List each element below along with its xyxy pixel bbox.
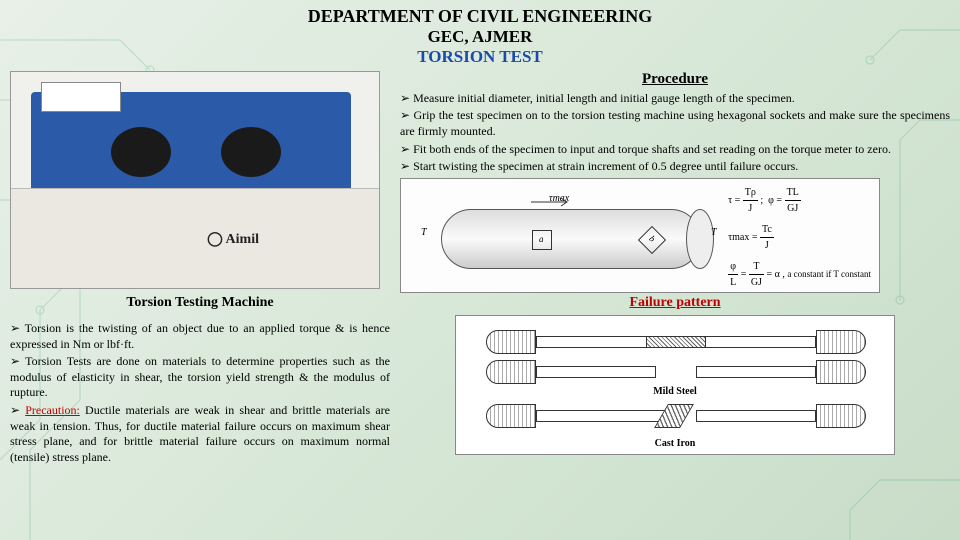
- right-column: Procedure Measure initial diameter, init…: [400, 71, 950, 467]
- procedure-step-2: Grip the test specimen on to the torsion…: [400, 107, 950, 139]
- college-name: GEC, AJMER: [0, 27, 960, 47]
- desc-item-2: Torsion Tests are done on materials to d…: [10, 354, 390, 401]
- procedure-heading: Procedure: [400, 71, 950, 88]
- machine-caption: Torsion Testing Machine: [10, 295, 390, 311]
- torsion-machine-photo: ◯ Aimil: [10, 71, 380, 289]
- department-title: DEPARTMENT OF CIVIL ENGINEERING: [0, 6, 960, 27]
- torsion-formulas: τ = TρJ ; φ = TLGJ τmax = TcJ φL = TGJ =…: [728, 185, 871, 290]
- procedure-step-4: Start twisting the specimen at strain in…: [400, 158, 950, 174]
- slide-header: DEPARTMENT OF CIVIL ENGINEERING GEC, AJM…: [0, 0, 960, 67]
- procedure-list: Measure initial diameter, initial length…: [400, 90, 950, 174]
- failure-pattern-diagram: Mild Steel Cast Iron: [455, 315, 895, 455]
- torsion-description-list: Torsion is the twisting of an object due…: [10, 321, 390, 465]
- precaution-label: Precaution:: [25, 403, 80, 417]
- desc-item-precaution: Precaution: Ductile materials are weak i…: [10, 403, 390, 465]
- mild-steel-specimen-broken: [486, 360, 866, 384]
- procedure-step-3: Fit both ends of the specimen to input a…: [400, 141, 950, 157]
- torsion-shaft-diagram: a b T T τmax τ = TρJ ; φ = TLGJ τmax = T…: [400, 178, 880, 293]
- procedure-step-1: Measure initial diameter, initial length…: [400, 90, 950, 106]
- torque-left-label: T: [421, 227, 427, 238]
- torque-right-label: T: [711, 227, 717, 238]
- mild-steel-specimen: [486, 330, 866, 354]
- test-title: TORSION TEST: [0, 47, 960, 67]
- cast-iron-label: Cast Iron: [655, 438, 696, 449]
- desc-item-1: Torsion is the twisting of an object due…: [10, 321, 390, 352]
- machine-brand-label: ◯ Aimil: [207, 231, 259, 248]
- left-column: ◯ Aimil Torsion Testing Machine Torsion …: [10, 71, 390, 467]
- cast-iron-specimen: [486, 404, 866, 428]
- mild-steel-label: Mild Steel: [653, 386, 697, 397]
- failure-pattern-heading: Failure pattern: [400, 295, 950, 311]
